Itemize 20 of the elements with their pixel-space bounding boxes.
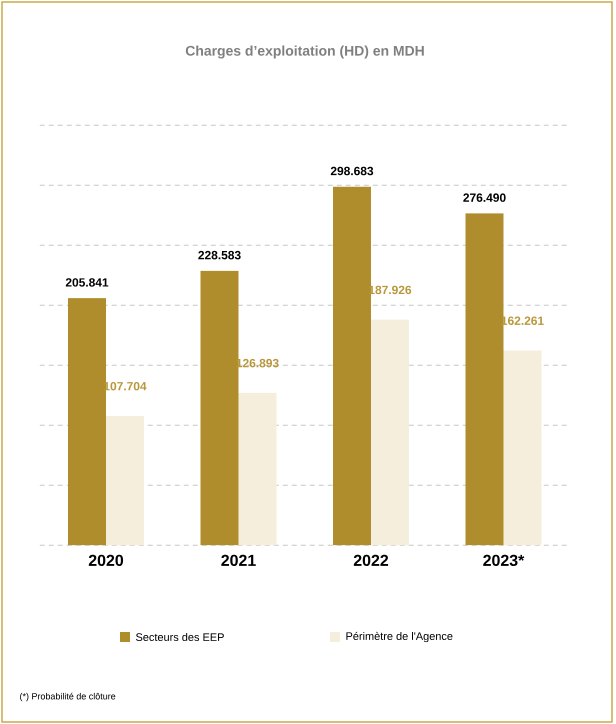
text: (*) Probabilité de clôture	[20, 692, 116, 702]
bar	[465, 213, 504, 546]
chart-title: Charges d’exploitation (HD) en MDH	[186, 45, 424, 59]
x-tick-label: 2021	[221, 554, 256, 566]
data-label: 205.841	[66, 278, 108, 287]
bar	[503, 350, 542, 546]
data-label: 228.583	[198, 250, 241, 260]
bar	[332, 186, 371, 546]
bar	[106, 416, 144, 546]
data-label: 276.490	[463, 193, 506, 202]
bar	[238, 392, 276, 546]
bar	[68, 298, 106, 546]
legend-label: Secteurs des EEP	[136, 632, 224, 642]
x-tick-label: 2020	[88, 554, 124, 566]
x-tick-label: 2022	[354, 554, 388, 566]
bar	[200, 270, 238, 546]
legend-label: Périmètre de l'Agence	[346, 632, 452, 642]
bar	[370, 320, 409, 546]
data-label: 298.683	[330, 166, 374, 176]
x-tick-label: 2023*	[483, 554, 524, 566]
